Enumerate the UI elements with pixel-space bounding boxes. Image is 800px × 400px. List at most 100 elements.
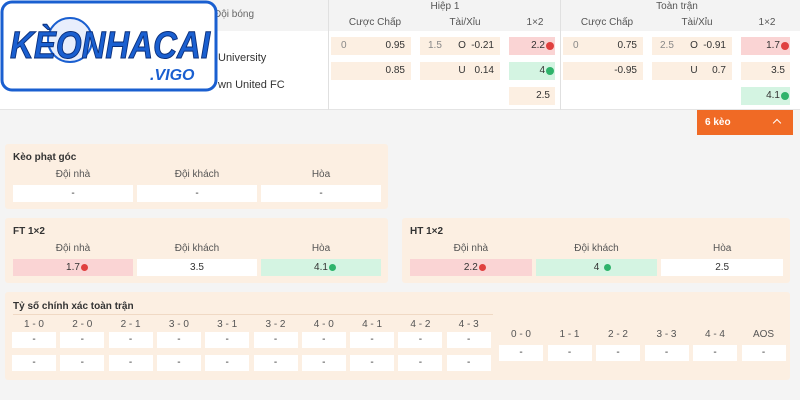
odds-cell: -0.95: [563, 62, 643, 80]
odds-value: -: [319, 188, 323, 199]
trend-icon: [604, 264, 612, 271]
odds-cell: 1.7: [741, 37, 790, 55]
odds-value: 1.7: [66, 262, 80, 273]
panel-title: HT 1×2: [410, 226, 444, 237]
odds-box: -: [60, 332, 105, 348]
odds-box: -: [547, 345, 592, 361]
odds-cell: 0 0.75: [563, 37, 643, 55]
odds-box: 4: [535, 259, 658, 276]
odds-text: 2.5: [660, 40, 674, 51]
odds-box: -: [398, 332, 443, 348]
odds-box: -: [137, 185, 257, 202]
button-label: 6 kèo: [705, 117, 731, 128]
market-panel: Kèo phạt góc Đội nhà - Đội khách - Hòa -: [5, 144, 388, 209]
logo-ball: [47, 17, 93, 63]
odds-value: 3.5: [771, 65, 785, 76]
odds-value: 1.7: [766, 40, 780, 51]
odds-box: 2.2: [410, 259, 532, 276]
odds-text: 0.95: [385, 40, 405, 51]
option-label: Hòa: [311, 169, 331, 180]
odds-text: 0.14: [474, 65, 494, 76]
odds-box: -: [108, 332, 153, 348]
odds-box: -: [253, 355, 298, 371]
odds-box: -: [644, 345, 689, 361]
odds-value: 2.5: [536, 90, 550, 101]
odds-box: -: [350, 355, 395, 371]
odds-value: -: [71, 188, 75, 199]
odds-value: -: [370, 357, 374, 368]
odds-text: 0: [573, 40, 579, 51]
odds-box: -: [398, 355, 443, 371]
score-label: 0 - 0: [510, 329, 531, 340]
odds-cell: 2.5: [509, 87, 555, 105]
score-label: 4 - 3: [458, 319, 479, 330]
option-label: Đội khách: [174, 169, 220, 180]
more-button[interactable]: 6 kèo: [697, 110, 793, 135]
odds-cell: 3.5: [741, 62, 790, 80]
odds-value: 4.1: [766, 90, 780, 101]
odds-text: O: [690, 40, 698, 51]
market-header: Tài/Xỉu: [449, 17, 481, 28]
odds-box: 1.7: [13, 259, 133, 276]
score-label: 2 - 0: [72, 319, 93, 330]
odds-value: -: [32, 357, 36, 368]
odds-box: -: [12, 355, 56, 371]
odds-value: -: [273, 357, 278, 368]
column-header: Đội bóng: [214, 9, 255, 20]
odds-box: -: [499, 345, 543, 361]
odds-value: 2.2: [531, 40, 545, 51]
market-panel: FT 1×2 Đội nhà 1.7 Đội khách 3.5 Hòa 4.1: [5, 218, 388, 283]
odds-box: -: [446, 332, 491, 348]
odds-value: -: [195, 188, 199, 199]
option-label: Hòa: [311, 243, 331, 254]
odds-text: 0.85: [385, 65, 405, 76]
odds-value: -: [225, 357, 229, 368]
odds-text: U: [458, 65, 466, 76]
odds-box: -: [205, 332, 250, 348]
odds-box: -: [205, 355, 250, 371]
market-panel: HT 1×2 Đội nhà 2.2 Đội khách 4 Hòa 2.5: [402, 218, 790, 283]
odds-box: -: [741, 345, 786, 361]
odds-value: -: [418, 357, 423, 368]
score-label: 4 - 0: [313, 319, 334, 330]
odds-box: -: [693, 345, 737, 361]
divider: [13, 314, 493, 315]
logo-suffix: .VIGO: [150, 67, 195, 84]
odds-value: -: [322, 334, 326, 345]
score-label: 3 - 0: [168, 319, 189, 330]
odds-box: -: [12, 332, 56, 348]
odds-value: 2.2: [463, 262, 478, 273]
odds-cell: 2.2: [509, 37, 555, 55]
odds-box: -: [13, 185, 133, 202]
odds-value: -: [664, 347, 669, 358]
score-label: 3 - 2: [265, 319, 286, 330]
odds-box: -: [446, 355, 491, 371]
odds-value: 2.5: [715, 262, 730, 273]
odds-value: -: [177, 357, 181, 368]
score-label: 4 - 4: [704, 329, 725, 340]
period-header: Toàn trận: [656, 1, 698, 12]
odds-text: 0.75: [617, 40, 637, 51]
odds-value: -: [80, 357, 84, 368]
odds-value: -: [713, 347, 717, 358]
logo: KÈONHACAI .VIGO: [0, 0, 218, 92]
score-label: 3 - 3: [656, 329, 677, 340]
odds-value: -: [273, 334, 278, 345]
odds-value: 4: [539, 65, 545, 76]
market-header: 1×2: [758, 17, 776, 28]
odds-value: -: [80, 334, 84, 345]
market-header: Cược Chấp: [580, 17, 634, 28]
option-label: Hòa: [712, 243, 732, 254]
odds-cell: 2.5 O -0.91: [652, 37, 732, 55]
market-header: Cược Chấp: [348, 17, 402, 28]
odds-text: 1.5: [428, 40, 442, 51]
score-label: AOS: [752, 329, 775, 340]
odds-box: -: [156, 332, 201, 348]
odds-cell: 0 0.95: [331, 37, 411, 55]
score-label: 2 - 2: [607, 329, 628, 340]
team-name: University: [218, 52, 267, 64]
odds-box: 3.5: [137, 259, 257, 276]
market-header: 1×2: [526, 17, 544, 28]
panel-title: Kèo phạt góc: [13, 152, 77, 163]
